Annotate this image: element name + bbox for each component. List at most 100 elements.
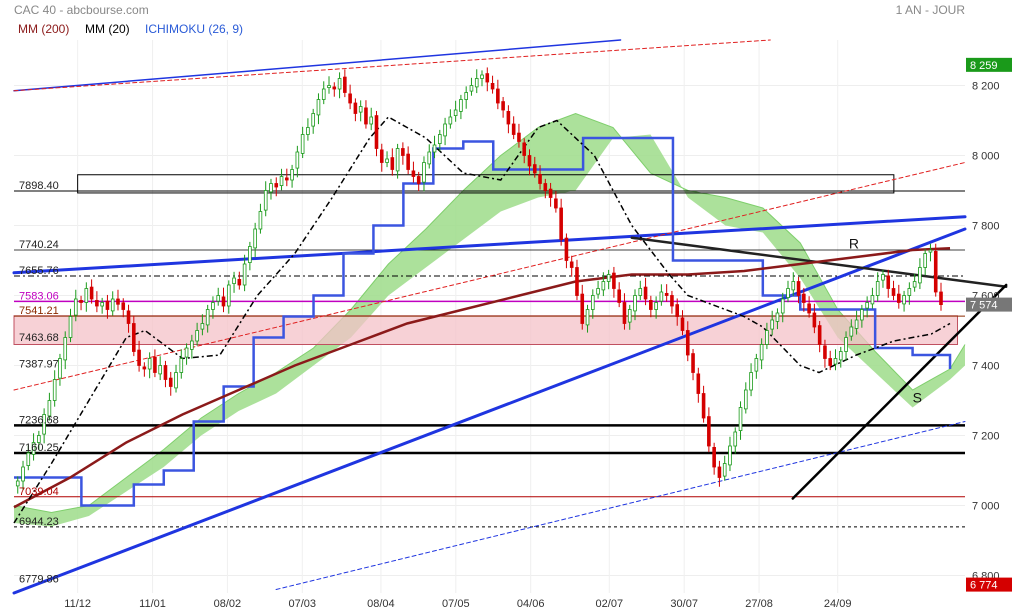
candle-body-127 — [685, 330, 690, 356]
candle-body-106 — [575, 267, 579, 296]
candle-body-0 — [15, 480, 20, 487]
candle-body-83 — [453, 109, 458, 116]
candle-body-63 — [348, 93, 352, 104]
x-tick-label-0: 11/12 — [64, 598, 91, 610]
candle-body-92 — [501, 101, 505, 111]
x-tick-label-2: 08/02 — [214, 598, 242, 610]
level-label-0: 7898.40 — [19, 180, 59, 192]
candle-body-11 — [73, 298, 78, 316]
candle-body-70 — [385, 158, 389, 163]
candle-body-105 — [569, 261, 574, 268]
candle-body-75 — [411, 170, 416, 177]
candle-body-58 — [321, 88, 326, 100]
candle-body-76 — [416, 176, 421, 184]
y-tick-label-6: 8 000 — [972, 151, 1000, 163]
candle-body-73 — [401, 148, 405, 156]
candle-body-96 — [522, 142, 527, 156]
y-tick-label-5: 7 800 — [972, 221, 1000, 233]
candle-body-169 — [907, 288, 912, 296]
candle-body-149 — [802, 293, 806, 303]
candle-body-128 — [691, 353, 695, 373]
zones — [13, 174, 959, 345]
candle-body-99 — [538, 173, 542, 184]
candle-body-110 — [596, 288, 600, 295]
candle-body-131 — [707, 416, 711, 447]
moving-averages — [13, 116, 952, 524]
candle-body-20 — [121, 302, 126, 310]
candle-body-3 — [31, 442, 36, 455]
candle-body-141 — [759, 344, 764, 361]
chart-period: 1 AN - JOUR — [896, 3, 966, 17]
candle-body-119 — [643, 286, 648, 300]
ma200-line — [13, 247, 951, 509]
candle-body-77 — [422, 162, 426, 183]
candle-body-157 — [844, 337, 848, 352]
candle-body-117 — [633, 295, 637, 312]
candle-body-164 — [881, 274, 885, 281]
trendline-5 — [275, 421, 966, 590]
candle-body-147 — [791, 281, 796, 291]
candle-body-10 — [68, 316, 73, 338]
level-label-11: 6779.86 — [19, 573, 59, 585]
candle-body-36 — [205, 309, 210, 326]
candle-body-22 — [132, 323, 136, 352]
trendline-7 — [791, 283, 1008, 500]
candle-body-19 — [116, 298, 120, 305]
y-tick-label-7: 8 200 — [972, 81, 1000, 93]
candle-body-90 — [490, 83, 495, 90]
candle-body-142 — [765, 330, 769, 345]
candle-body-81 — [443, 123, 447, 137]
x-tick-label-1: 11/01 — [139, 598, 166, 610]
candle-body-145 — [780, 298, 785, 314]
candle-body-53 — [295, 151, 300, 169]
x-tick-label-5: 07/05 — [442, 598, 470, 610]
candle-body-84 — [459, 99, 463, 112]
candle-body-167 — [896, 293, 901, 303]
candle-body-146 — [786, 288, 790, 299]
candles — [15, 67, 943, 494]
trendline-2 — [13, 39, 622, 92]
y-tick-label-2: 7 200 — [972, 431, 1000, 443]
candle-body-45 — [253, 228, 257, 249]
candle-body-6 — [47, 400, 52, 417]
candle-body-134 — [722, 463, 727, 477]
candle-body-101 — [548, 188, 553, 198]
candle-body-112 — [606, 274, 611, 282]
candle-body-138 — [744, 389, 748, 410]
level-labels: 7898.40 7740.24 7655.76 7583.06 7541.21 7463.… — [19, 180, 922, 585]
cloud-fill — [14, 113, 965, 527]
candle-body-97 — [527, 155, 532, 167]
candle-body-52 — [290, 169, 294, 181]
candle-body-9 — [63, 337, 68, 361]
candle-body-74 — [406, 153, 410, 170]
candle-body-173 — [928, 249, 933, 253]
candle-body-29 — [168, 377, 173, 387]
candle-body-28 — [163, 365, 168, 380]
level-label-10: 6944.23 — [19, 516, 59, 528]
candle-body-160 — [860, 309, 864, 321]
candle-body-118 — [638, 288, 643, 296]
candle-body-156 — [838, 351, 843, 361]
candle-body-68 — [374, 115, 379, 149]
level-label-8: 7160.25 — [19, 442, 59, 454]
candle-body-88 — [480, 74, 484, 79]
candle-body-137 — [738, 407, 743, 432]
span-a-line — [13, 112, 966, 514]
price-flag-bg-0 — [966, 57, 1012, 72]
candle-body-27 — [158, 365, 162, 375]
candle-body-116 — [627, 309, 632, 323]
candle-body-66 — [364, 107, 368, 125]
candle-body-49 — [274, 183, 279, 188]
candle-body-148 — [796, 281, 801, 296]
candle-body-153 — [823, 345, 827, 359]
ichimoku-cloud — [13, 112, 966, 527]
candle-body-57 — [316, 99, 321, 116]
candle-body-41 — [232, 277, 236, 284]
candle-body-7 — [52, 379, 57, 401]
candle-body-12 — [79, 299, 83, 303]
candle-body-59 — [327, 85, 331, 88]
legend-ichimoku: ICHIMOKU (26, 9) — [145, 22, 243, 36]
level-label-7: 7236.68 — [19, 414, 59, 426]
candle-body-111 — [601, 281, 606, 291]
level-label-3: 7583.06 — [19, 290, 59, 302]
